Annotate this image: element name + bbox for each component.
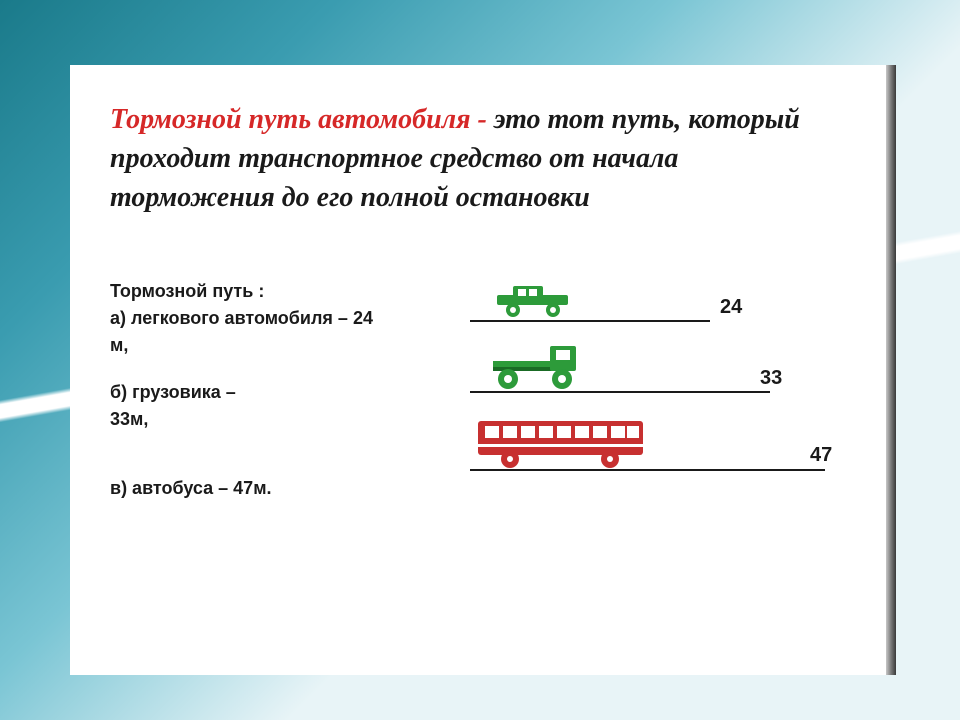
truck-icon [488,341,588,398]
diagram-column: 24 33 [460,278,850,492]
slide-edge-shadow [886,65,896,675]
car-row: 24 [470,278,850,333]
bus-distance-line [470,469,825,471]
title-red-part: Тормозной путь автомобиля - [110,104,487,135]
content-row: Тормозной путь : а) легкового автомобиля… [110,278,850,502]
entry-b: б) грузовика – 33м, [110,379,460,433]
car-distance-value: 24 [720,296,742,319]
truck-distance-value: 33 [760,367,782,390]
car-icon [495,280,573,325]
entry-c: в) автобуса – 47м. [110,475,460,502]
entry-c-line1: в) автобуса – 47м. [110,478,272,498]
bus-icon [475,416,650,476]
entry-a-line2: м, [110,335,128,355]
slide-title: Тормозной путь автомобиля - это тот путь… [110,100,850,218]
entry-a: а) легкового автомобиля – 24 м, [110,305,460,359]
entry-b-line1: б) грузовика – [110,382,236,402]
truck-row: 33 [470,341,850,406]
car-distance-line [470,320,710,322]
entry-a-line1: а) легкового автомобиля – 24 [110,308,373,328]
truck-distance-line [470,391,770,393]
bus-distance-value: 47 [810,444,832,467]
bus-row: 47 [470,414,850,484]
subtitle: Тормозной путь : [110,278,460,305]
slide-content: Тормозной путь автомобиля - это тот путь… [70,65,890,675]
text-column: Тормозной путь : а) легкового автомобиля… [110,278,460,502]
entry-b-line2: 33м, [110,409,148,429]
